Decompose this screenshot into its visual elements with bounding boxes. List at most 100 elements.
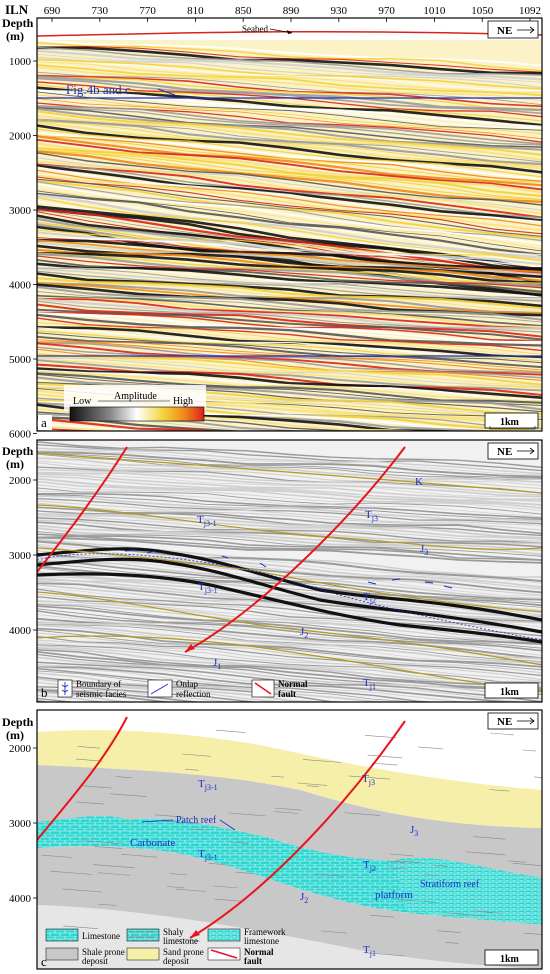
panel-b-scale-box [484,682,539,699]
il-tick-label: 930 [331,5,348,17]
amplitude-gradient [69,406,205,422]
legend-sand-l1: Sand prone [163,947,204,957]
panel-a-depth-tick: 2000 [9,131,32,143]
panel-a-scale-box [484,412,539,429]
legend-fault-l1: Normal [244,947,274,957]
panel-c-depth-tick: 2000 [9,743,32,755]
seismic-amplitude-section [37,18,542,431]
panel-c-letter: c [41,954,47,969]
platform-label: platform [375,889,413,901]
amplitude-high: High [173,396,193,407]
il-tick-label: 690 [44,5,61,17]
panel-b-legend: Boundary of seismic facies Onlap reflect… [57,679,308,699]
panel-a-depth-tick: 3000 [9,205,32,217]
panel-a-scale: 1km [500,417,520,428]
stratiform-reef-label: Stratiform reef [420,879,480,890]
panel-b: Depth (m) 2000 3000 4000 K Tj3-1 Tj3 J3 Tj… [2,439,543,703]
deposit-texture [41,729,542,957]
il-tick-labels: 690 730 770 810 850 890 930 970 1010 1050 1092 [44,5,541,22]
il-tick-label: 890 [283,5,300,17]
panel-b-letter: b [41,685,48,700]
legend-limestone: Limestone [82,931,120,941]
legend-shaly-l1: Shaly [163,927,184,937]
panel-b-scale: 1km [500,687,520,698]
legend-shaly-l2: limestone [163,936,198,946]
label-Tj3-1-lower: Tj3-1 [198,581,218,595]
seismic-reflectors [37,39,542,431]
panel-b-orientation: NE [497,446,512,458]
seismic-facies-reflectors [37,441,542,702]
panel-a-depth-label: Depth [2,16,34,30]
panel-b-orientation-box [487,442,539,460]
patch-reef-label: Patch reef [176,815,217,826]
c-label-Tj3-1-upper: Tj3-1 [198,778,218,792]
legend-sand-l2: deposit [163,956,189,966]
fig-reference-arrow [157,88,176,96]
label-J2: J2 [300,626,308,640]
il-tick-label: 810 [187,5,204,17]
panel-a-orientation: NE [497,25,512,37]
panel-c-depth-ticks: 2000 3000 4000 [9,743,37,905]
label-J1: J1 [213,657,221,671]
c-label-J2: J2 [300,891,308,905]
panel-b-depth-tick: 4000 [9,625,32,637]
panel-c-legend: Limestone Shaly limestone Framework lime… [45,927,286,966]
fault-icon [254,682,272,695]
legend-shale-l1: Shale prone [82,947,125,957]
legend-boundary-l1: Boundary of [76,679,121,689]
amplitude-title: Amplitude [114,391,157,402]
legend-boundary-l2: seismic facies [76,689,127,699]
legend-onlap-l1: Onlap [176,679,198,689]
legend-framework-l1: Framework [244,927,286,937]
panel-c: Depth (m) 2000 3000 4000 Tj3-1 Tj3 J3 Tj3-… [2,709,543,970]
panel-c-orientation-box [487,712,539,730]
il-tick-label: 970 [378,5,395,17]
panel-a-depth-tick: 5000 [9,354,32,366]
legend-framework-swatch [207,928,241,942]
label-Tj3-1-upper: Tj3-1 [197,514,217,528]
fig-4bc-window-lines [37,97,542,357]
il-tick-label: 850 [235,5,252,17]
legend-shale-swatch [45,947,79,961]
orientation-arrow-icon [517,447,535,455]
il-tick-label: 730 [92,5,109,17]
panel-b-frame [36,439,543,703]
legend-onlap-l2: reflection [176,689,211,699]
il-tick-label: 1050 [471,5,494,17]
panel-a-letter: a [41,415,47,430]
c-label-Tj3: Tj3 [362,773,375,787]
c-label-Tj2: Tj2 [363,859,376,873]
label-Tj3: Tj3 [365,509,378,523]
seabed-label: Seabed [242,24,268,34]
label-Tj1: Tj1 [363,677,376,691]
il-tick-label: 1092 [519,5,541,17]
legend-fault-l1: Normal [278,679,308,689]
panel-b-depth-tick: 2000 [9,475,32,487]
legend-sand-swatch [126,947,160,961]
panel-c-faults [37,716,406,939]
normal-faults [37,446,406,653]
panel-c-depth-tick: 4000 [9,893,32,905]
legend-fault-icon [210,949,238,959]
seabed-arrow-head [287,30,292,34]
panel-a-orientation-box [487,20,539,39]
legend-framework-l2: limestone [244,936,279,946]
label-Tj2: Tj2 [363,591,376,605]
panel-c-depth-tick: 3000 [9,818,32,830]
legend-fault-l2: fault [244,956,262,966]
label-J3: J3 [420,543,428,557]
panel-c-scale: 1km [500,954,520,965]
il-tick-label: 1010 [423,5,446,17]
panel-a-depth-unit: (m) [6,29,24,43]
panel-a: ILN 690 730 770 810 850 890 930 970 1010 1050 1092… [2,2,543,441]
sand-prone-upper [37,730,542,828]
onlap-icon [150,683,169,695]
c-label-Tj3-1-lower: Tj3-1 [198,848,218,862]
stratiform-reef-body [395,857,542,925]
panel-c-unit-labels: Tj3-1 Tj3 J3 Tj3-1 Tj2 J2 Tj1 [198,773,418,958]
facies-boundary-dashed [36,553,543,641]
panel-a-frame [36,17,543,432]
legend-fault-l2: fault [278,689,296,699]
panel-c-depth-label: Depth [2,715,34,729]
